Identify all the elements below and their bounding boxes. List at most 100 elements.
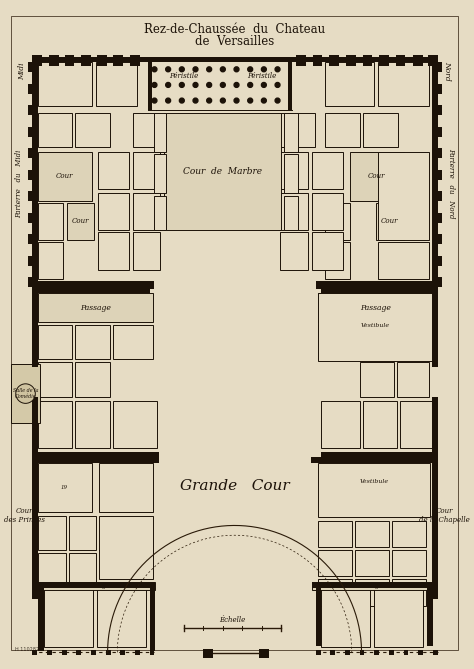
Circle shape <box>262 67 266 72</box>
Bar <box>311 457 438 463</box>
Bar <box>403 650 409 656</box>
Bar <box>434 106 442 115</box>
Circle shape <box>220 67 225 72</box>
Bar <box>318 550 352 576</box>
Bar <box>312 193 343 231</box>
Bar <box>379 55 389 66</box>
Bar <box>62 650 66 656</box>
Bar <box>363 401 397 448</box>
Circle shape <box>152 67 157 72</box>
Bar <box>360 650 365 656</box>
Bar <box>98 232 129 270</box>
Bar <box>38 401 73 448</box>
Bar <box>316 650 320 656</box>
Bar <box>98 153 129 189</box>
Circle shape <box>152 98 157 103</box>
Bar <box>329 55 339 66</box>
Bar <box>397 363 429 397</box>
Bar <box>66 203 94 240</box>
Bar <box>345 650 350 656</box>
Bar <box>155 155 166 193</box>
Bar <box>434 191 442 201</box>
Bar <box>281 113 315 147</box>
Bar <box>318 293 433 322</box>
Bar <box>97 588 146 646</box>
Bar <box>326 113 360 147</box>
Bar <box>38 203 63 240</box>
Bar <box>28 149 36 158</box>
Circle shape <box>16 384 35 403</box>
Text: Cour: Cour <box>381 217 399 225</box>
Text: Parterre   du   Nord: Parterre du Nord <box>447 149 456 219</box>
Bar <box>28 127 36 136</box>
Bar <box>397 325 429 359</box>
Bar <box>69 516 96 550</box>
Text: Passage: Passage <box>84 583 109 589</box>
Bar <box>360 325 394 359</box>
Circle shape <box>234 67 239 72</box>
Bar <box>32 457 159 463</box>
Bar <box>281 153 308 189</box>
Bar <box>147 57 152 110</box>
Text: Cour: Cour <box>72 217 89 225</box>
Bar <box>113 401 157 448</box>
Text: Cour
des Princes: Cour des Princes <box>4 507 45 524</box>
Bar <box>133 153 160 189</box>
Text: Cour: Cour <box>367 172 385 180</box>
Bar <box>284 113 298 153</box>
Bar <box>389 650 394 656</box>
Bar <box>32 57 438 62</box>
Bar <box>374 650 379 656</box>
Text: Passage: Passage <box>360 304 391 312</box>
Bar <box>113 325 153 359</box>
Bar <box>81 55 91 66</box>
Bar <box>284 196 298 231</box>
Bar <box>378 242 429 280</box>
Bar <box>355 520 389 547</box>
Text: Cour: Cour <box>56 172 73 180</box>
Text: 19: 19 <box>61 485 68 490</box>
Bar <box>133 232 160 270</box>
Bar <box>106 650 110 656</box>
Bar <box>28 234 36 244</box>
Bar <box>69 553 96 582</box>
Circle shape <box>275 67 280 72</box>
Bar <box>318 293 433 361</box>
Text: Salle de la
Comédie: Salle de la Comédie <box>13 388 38 399</box>
Text: Péristile: Péristile <box>247 72 276 80</box>
Bar <box>130 55 140 66</box>
Bar <box>164 113 282 231</box>
Bar <box>434 213 442 223</box>
Bar <box>99 516 153 579</box>
Bar <box>350 153 403 201</box>
Bar <box>44 588 93 646</box>
Text: H 110282: H 110282 <box>15 647 39 652</box>
Bar <box>433 650 438 656</box>
Bar <box>75 325 109 359</box>
Bar <box>32 57 38 291</box>
Bar <box>326 62 374 106</box>
Text: Vestibule: Vestibule <box>360 479 389 484</box>
Bar <box>376 203 403 240</box>
Bar <box>432 397 438 455</box>
Bar <box>434 170 442 180</box>
Bar <box>434 62 442 72</box>
Bar <box>28 170 36 180</box>
Bar <box>330 650 335 656</box>
Bar <box>28 213 36 223</box>
Bar <box>38 582 155 588</box>
Bar <box>363 55 372 66</box>
Circle shape <box>234 82 239 88</box>
Bar <box>288 57 292 110</box>
Bar <box>28 62 36 72</box>
Text: Péristile: Péristile <box>169 72 199 80</box>
Circle shape <box>234 98 239 103</box>
Bar <box>392 550 426 576</box>
Bar <box>91 650 96 656</box>
Bar <box>355 550 389 576</box>
Circle shape <box>193 82 198 88</box>
Circle shape <box>248 98 253 103</box>
Bar <box>32 650 37 656</box>
Text: Nord: Nord <box>444 62 452 81</box>
Text: Grande   Cour: Grande Cour <box>180 480 289 493</box>
